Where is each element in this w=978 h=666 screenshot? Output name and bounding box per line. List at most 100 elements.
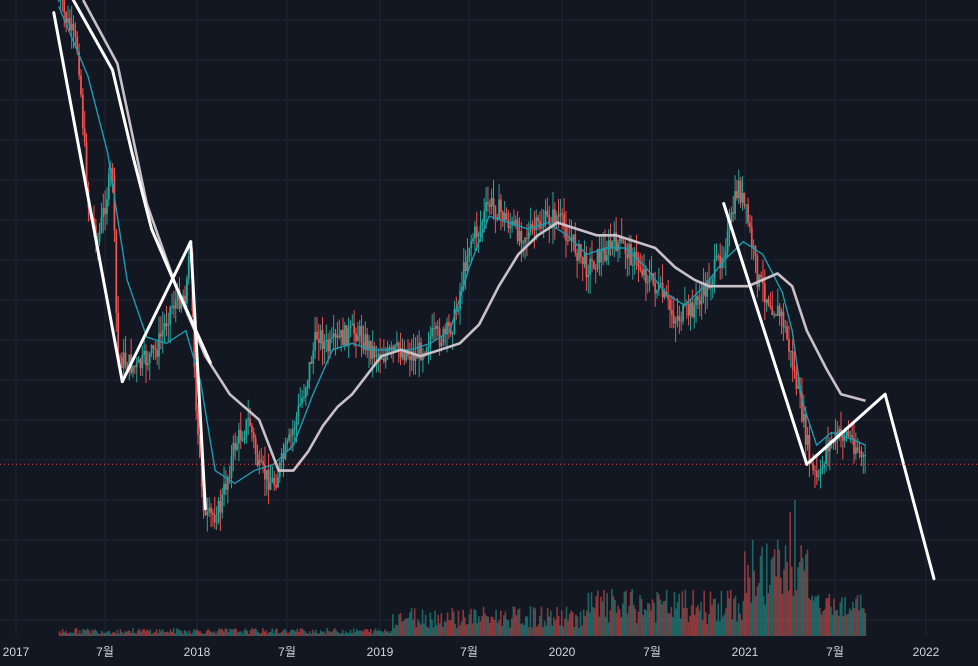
volume-bar	[79, 630, 81, 636]
volume-bar	[384, 629, 386, 636]
candle-body	[752, 246, 755, 248]
volume-bar	[632, 604, 635, 636]
candle-body	[304, 387, 307, 398]
volume-bar	[179, 630, 181, 636]
volume-bar	[86, 628, 89, 636]
candle-body	[76, 36, 79, 53]
candle-body	[247, 418, 250, 420]
volume-bar	[609, 610, 612, 636]
candle-body	[267, 469, 270, 490]
candle-body	[461, 286, 463, 291]
candle-body	[349, 325, 352, 329]
candle-body	[780, 311, 783, 317]
volume-bar	[811, 595, 813, 636]
candle-body	[104, 208, 107, 214]
volume-bar	[169, 629, 172, 636]
candle-body	[464, 262, 467, 272]
candle-body	[706, 280, 709, 297]
volume-bar	[628, 605, 630, 636]
volume-bar	[393, 627, 396, 636]
volume-bar	[833, 598, 835, 636]
volume-bar	[570, 610, 572, 636]
candle-body	[723, 257, 725, 259]
volume-bar	[523, 625, 526, 636]
volume-bar	[618, 609, 621, 636]
volume-bar	[772, 557, 774, 636]
volume-bar	[839, 602, 842, 636]
volume-bar	[722, 616, 724, 636]
candle-body	[137, 359, 140, 363]
volume-bar	[194, 630, 197, 636]
volume-bar	[273, 633, 275, 636]
volume-bar	[482, 606, 485, 636]
candle-body	[128, 354, 131, 371]
candle-body	[814, 470, 816, 472]
volume-bar	[71, 633, 73, 636]
volume-bar	[304, 631, 306, 636]
candle-body	[767, 299, 770, 306]
volume-bar	[830, 606, 832, 636]
candle-body	[120, 357, 123, 368]
volume-bar	[792, 595, 795, 636]
candle-body	[749, 222, 751, 228]
candle-body	[232, 442, 235, 456]
volume-bar	[443, 621, 446, 636]
volume-bar	[288, 632, 291, 636]
candle-body	[860, 451, 863, 457]
volume-bar	[770, 559, 773, 636]
candle-body	[708, 280, 710, 289]
candle-body	[433, 328, 435, 330]
candle-body	[843, 436, 846, 441]
volume-bar	[629, 591, 632, 636]
volume-bar	[388, 633, 391, 636]
candle-body	[180, 300, 183, 309]
volume-bar	[822, 610, 824, 636]
volume-bar	[329, 631, 331, 636]
volume-bar	[97, 633, 100, 636]
candle-body	[815, 470, 818, 478]
volume-bar	[260, 632, 263, 636]
volume-bar	[326, 628, 328, 636]
volume-bar	[471, 623, 474, 636]
volume-bar	[257, 631, 260, 636]
volume-bar	[191, 632, 194, 636]
candle-body	[451, 332, 454, 335]
candle-body	[591, 258, 593, 262]
volume-bar	[543, 621, 546, 636]
volume-bar	[155, 629, 158, 636]
candle-body	[288, 434, 290, 441]
candle-body	[187, 256, 190, 279]
candle-body	[864, 455, 867, 457]
volume-bar	[744, 551, 746, 636]
volume-bar	[684, 589, 687, 636]
volume-bar	[263, 631, 266, 636]
volume-bar	[560, 610, 563, 636]
candle-body	[663, 291, 666, 298]
candle-body	[172, 305, 175, 309]
candle-body	[306, 380, 309, 388]
volume-bar	[787, 590, 790, 636]
volume-bar	[390, 630, 393, 636]
volume-bar	[532, 607, 535, 636]
volume-bar	[517, 609, 519, 636]
volume-bar	[118, 633, 120, 636]
volume-bar	[345, 631, 347, 636]
volume-bar	[723, 613, 726, 636]
volume-bar	[559, 625, 562, 636]
volume-bar	[640, 599, 643, 636]
candle-body	[605, 255, 608, 261]
candle-body	[195, 366, 198, 411]
volume-bar	[556, 606, 558, 636]
volume-bar	[237, 632, 239, 636]
volume-bar	[68, 633, 70, 636]
candle-body	[678, 316, 681, 321]
volume-bar	[205, 630, 208, 636]
volume-bar	[355, 629, 358, 636]
candle-body	[691, 302, 694, 318]
volume-bar	[600, 596, 602, 636]
candle-body	[434, 326, 437, 329]
volume-bar	[537, 624, 540, 636]
volume-bar	[617, 605, 619, 636]
